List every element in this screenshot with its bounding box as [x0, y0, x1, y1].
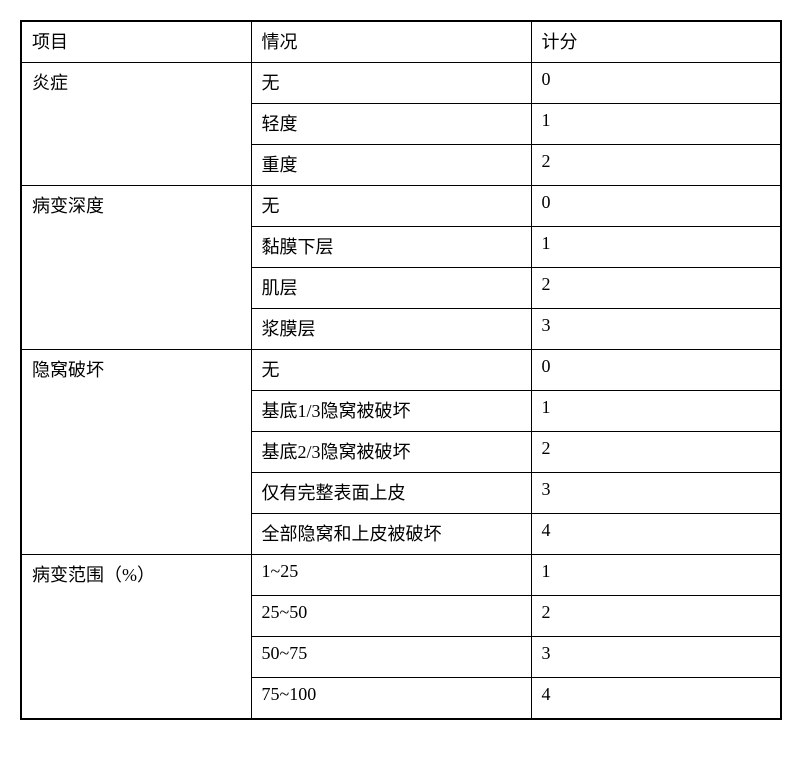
condition-cell: 无	[251, 63, 531, 104]
score-cell: 1	[531, 391, 781, 432]
condition-cell: 75~100	[251, 678, 531, 720]
condition-cell: 无	[251, 186, 531, 227]
table-row: 炎症 无 0	[21, 63, 781, 104]
header-project: 项目	[21, 21, 251, 63]
table-body: 项目 情况 计分 炎症 无 0 轻度 1 重度 2 病变深度 无 0 黏膜下层 …	[21, 21, 781, 719]
condition-cell: 轻度	[251, 104, 531, 145]
score-cell: 2	[531, 596, 781, 637]
project-cell: 隐窝破坏	[21, 350, 251, 555]
score-cell: 4	[531, 678, 781, 720]
score-cell: 3	[531, 309, 781, 350]
table-row: 隐窝破坏 无 0	[21, 350, 781, 391]
condition-cell: 重度	[251, 145, 531, 186]
condition-cell: 无	[251, 350, 531, 391]
condition-cell: 25~50	[251, 596, 531, 637]
score-cell: 0	[531, 350, 781, 391]
score-cell: 0	[531, 63, 781, 104]
header-condition: 情况	[251, 21, 531, 63]
condition-cell: 浆膜层	[251, 309, 531, 350]
table-row: 病变范围（%） 1~25 1	[21, 555, 781, 596]
score-cell: 1	[531, 104, 781, 145]
table-header-row: 项目 情况 计分	[21, 21, 781, 63]
condition-cell: 仅有完整表面上皮	[251, 473, 531, 514]
score-cell: 0	[531, 186, 781, 227]
condition-cell: 全部隐窝和上皮被破坏	[251, 514, 531, 555]
condition-cell: 1~25	[251, 555, 531, 596]
score-cell: 2	[531, 432, 781, 473]
score-cell: 1	[531, 227, 781, 268]
condition-cell: 基底1/3隐窝被破坏	[251, 391, 531, 432]
condition-cell: 50~75	[251, 637, 531, 678]
project-cell: 病变深度	[21, 186, 251, 350]
score-cell: 1	[531, 555, 781, 596]
scoring-table: 项目 情况 计分 炎症 无 0 轻度 1 重度 2 病变深度 无 0 黏膜下层 …	[20, 20, 782, 720]
score-cell: 3	[531, 637, 781, 678]
project-cell: 病变范围（%）	[21, 555, 251, 720]
condition-cell: 基底2/3隐窝被破坏	[251, 432, 531, 473]
header-score: 计分	[531, 21, 781, 63]
score-cell: 3	[531, 473, 781, 514]
table-row: 病变深度 无 0	[21, 186, 781, 227]
condition-cell: 黏膜下层	[251, 227, 531, 268]
condition-cell: 肌层	[251, 268, 531, 309]
project-cell: 炎症	[21, 63, 251, 186]
score-cell: 4	[531, 514, 781, 555]
score-cell: 2	[531, 145, 781, 186]
score-cell: 2	[531, 268, 781, 309]
